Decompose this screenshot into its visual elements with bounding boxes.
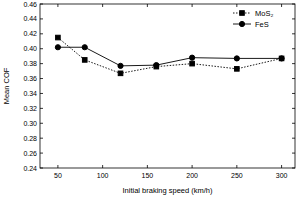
x-tick-label: 50 xyxy=(54,172,62,179)
y-tick-label: 0.42 xyxy=(23,30,37,37)
series-marker xyxy=(279,56,284,61)
y-tick-label: 0.36 xyxy=(23,75,37,82)
y-tick-label: 0.34 xyxy=(23,90,37,97)
x-tick xyxy=(57,165,58,168)
y-tick xyxy=(292,4,295,5)
legend: MoS₂ FeS xyxy=(233,9,273,29)
legend-label: MoS₂ xyxy=(255,9,273,18)
x-tick xyxy=(281,4,282,7)
x-tick xyxy=(281,165,282,168)
x-tick xyxy=(236,4,237,7)
x-tick-label: 300 xyxy=(276,172,288,179)
series-marker xyxy=(56,35,61,40)
x-tick xyxy=(57,4,58,7)
y-tick xyxy=(40,108,43,109)
series-marker xyxy=(235,67,240,72)
series-marker xyxy=(190,61,195,66)
series-marker xyxy=(55,45,60,50)
y-tick xyxy=(40,63,43,64)
y-tick xyxy=(292,48,295,49)
y-tick-label: 0.26 xyxy=(23,150,37,157)
series-marker xyxy=(279,56,284,61)
x-axis-label: Initial braking speed (km/h) xyxy=(122,186,213,195)
y-tick xyxy=(292,138,295,139)
y-tick-label: 0.24 xyxy=(23,165,37,172)
series-line xyxy=(58,38,282,74)
y-tick-label: 0.40 xyxy=(23,45,37,52)
y-tick xyxy=(40,93,43,94)
x-tick-label: 200 xyxy=(186,172,198,179)
y-tick xyxy=(292,108,295,109)
series-marker xyxy=(82,45,87,50)
y-tick xyxy=(292,93,295,94)
y-tick xyxy=(40,18,43,19)
y-tick-label: 0.32 xyxy=(23,105,37,112)
y-tick xyxy=(292,78,295,79)
legend-marker xyxy=(239,21,244,26)
y-tick-label: 0.38 xyxy=(23,60,37,67)
y-tick-label: 0.28 xyxy=(23,135,37,142)
series-marker xyxy=(234,56,239,61)
plot-frame xyxy=(40,4,295,168)
series-marker xyxy=(118,63,123,68)
y-tick xyxy=(292,153,295,154)
x-tick-label: 150 xyxy=(142,172,154,179)
x-tick xyxy=(192,165,193,168)
y-tick xyxy=(292,33,295,34)
legend-marker xyxy=(240,11,245,16)
y-axis-label: Mean COF xyxy=(2,67,11,104)
y-tick xyxy=(40,123,43,124)
chart: 0.24 0.26 0.28 0.30 0.32 0.34 0.36 0.38 0.40 0.42… xyxy=(0,0,300,200)
plot-area xyxy=(55,35,284,75)
y-tick xyxy=(40,168,43,169)
y-tick xyxy=(292,63,295,64)
y-tick xyxy=(40,153,43,154)
legend-label: FeS xyxy=(255,20,269,29)
y-tick-label: 0.44 xyxy=(23,15,37,22)
x-tick xyxy=(192,4,193,7)
x-tick xyxy=(147,165,148,168)
y-tick xyxy=(292,168,295,169)
series-marker xyxy=(118,71,123,76)
series-line xyxy=(58,47,282,66)
y-tick xyxy=(40,138,43,139)
y-tick-label: 0.30 xyxy=(23,120,37,127)
series-marker xyxy=(154,63,159,68)
x-tick-label: 100 xyxy=(97,172,109,179)
y-tick xyxy=(40,4,43,5)
series-marker xyxy=(190,55,195,60)
y-tick xyxy=(292,123,295,124)
x-tick xyxy=(147,4,148,7)
y-tick-label: 0.46 xyxy=(23,1,37,8)
x-tick xyxy=(236,165,237,168)
x-tick xyxy=(102,165,103,168)
y-tick xyxy=(40,78,43,79)
y-tick xyxy=(40,33,43,34)
x-tick-label: 250 xyxy=(231,172,243,179)
y-tick xyxy=(40,48,43,49)
series-marker xyxy=(82,58,87,63)
y-tick xyxy=(292,18,295,19)
x-tick xyxy=(102,4,103,7)
